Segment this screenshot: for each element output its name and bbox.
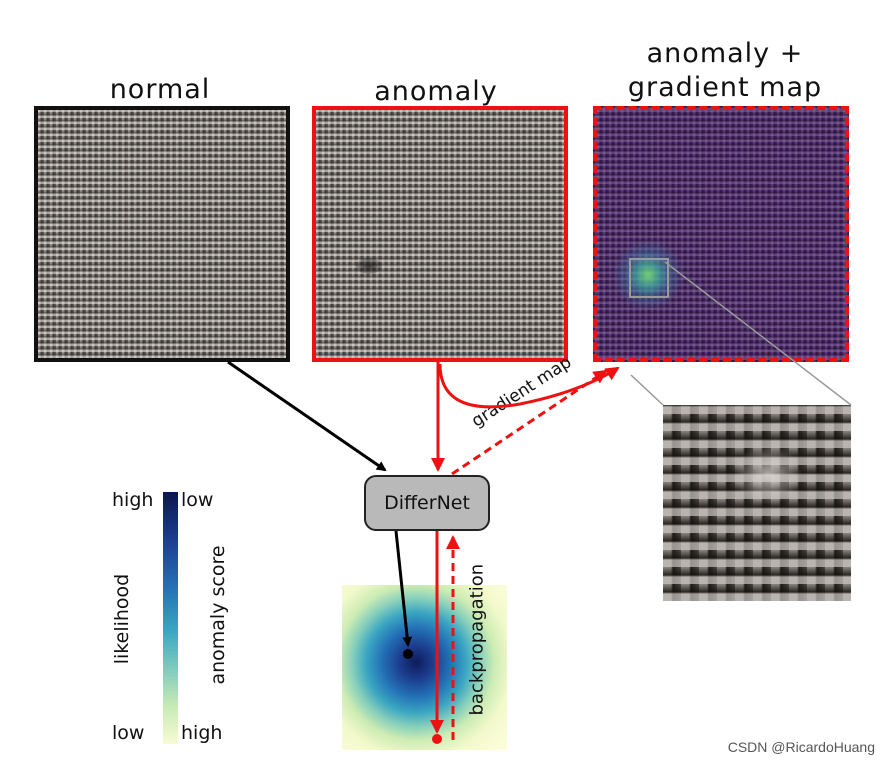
colorbar-right-bottom-label: high xyxy=(181,722,223,744)
anomaly-defect xyxy=(356,258,382,274)
normal-image xyxy=(34,106,290,362)
normal-to-differnet-arrow xyxy=(227,360,387,472)
zoom-defect xyxy=(733,445,803,505)
differnet-box: DifferNet xyxy=(364,475,490,531)
gradient-title-line2: gradient map xyxy=(627,72,823,103)
colorbar xyxy=(163,492,178,744)
normal-sample-point xyxy=(403,649,413,659)
gradient-hotspot xyxy=(613,240,683,310)
anomaly-to-gradient-arrow xyxy=(438,363,620,409)
anomaly-image xyxy=(312,106,568,362)
zoom-connector-right xyxy=(664,261,852,406)
gradient-map-image xyxy=(593,106,849,362)
zoom-connector-left xyxy=(630,374,664,406)
zoom-inset-image xyxy=(663,405,851,601)
anomaly-sample-point xyxy=(432,734,442,744)
colorbar-right-top-label: low xyxy=(181,489,214,511)
likelihood-heatmap xyxy=(342,585,507,750)
differnet-to-normal-point-arrow xyxy=(394,530,413,647)
gradient-map-dashed-arrow xyxy=(451,369,608,476)
colorbar-left-bottom-label: low xyxy=(112,722,145,744)
anomaly-title: anomaly xyxy=(374,76,498,107)
gradient-title-line1: anomaly + xyxy=(646,38,804,69)
normal-title: normal xyxy=(109,74,211,105)
colorbar-left-top-label: high xyxy=(112,489,154,511)
zoom-region-box xyxy=(629,258,669,298)
differnet-label: DifferNet xyxy=(384,492,470,514)
watermark: CSDN @RicardoHuang xyxy=(727,739,875,755)
